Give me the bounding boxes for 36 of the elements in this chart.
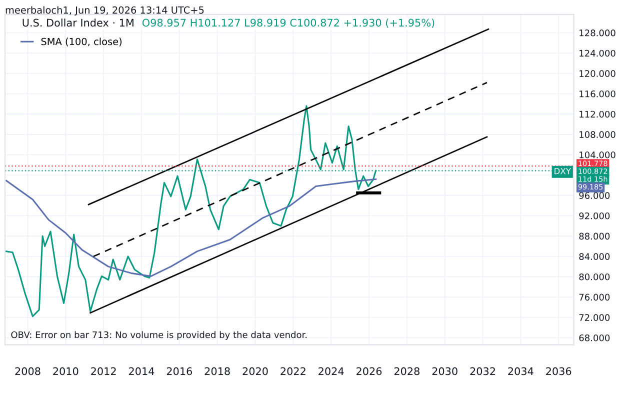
y-tick-label: 84.000	[579, 253, 610, 260]
y-tick-label: 124.000	[580, 50, 616, 57]
x-tick-label: 2020	[242, 367, 268, 376]
x-tick-label: 2032	[470, 367, 495, 376]
annotation: OBV: Error on bar 713: No volume is provided by the data vendor.	[11, 331, 307, 340]
annotation: meerbaloch1, Jun 19, 2026 13:14 UTC+5	[6, 6, 204, 16]
y-tick-label: 112.000	[580, 110, 616, 118]
x-tick-label: 2010	[53, 367, 78, 376]
x-tick-label: 2018	[204, 367, 230, 376]
x-tick-label: 2028	[394, 367, 420, 376]
y-tick-label: 108.000	[580, 131, 616, 138]
x-tick-label: 2030	[432, 367, 458, 376]
y-tick-label: 96.000	[579, 192, 610, 199]
legend-label: SMA (100, close)	[41, 38, 122, 46]
y-tick-label: 80.000	[579, 273, 610, 280]
x-tick-label: 2026	[356, 367, 382, 376]
x-tick-label: 2024	[318, 367, 344, 376]
x-tick-label: 2014	[129, 367, 154, 376]
x-tick-label: 2036	[546, 367, 572, 376]
y-tick-label: 128.000	[580, 29, 616, 36]
y-tick-label: 92.000	[579, 212, 610, 220]
y-tick-label: 104.000	[580, 151, 616, 158]
chart-subtitle: O98.957 H101.127 L98.919 C100.872 +1.930 (+1.95%)	[142, 18, 434, 28]
x-tick-label: 2034	[508, 367, 534, 376]
y-tick-label: 116.000	[580, 90, 616, 98]
y-tick-label: 68.000	[579, 334, 610, 342]
y-tick-label: 120.000	[580, 70, 616, 77]
y-tick-label: 76.000	[579, 294, 610, 301]
y-tick-label: 88.000	[579, 232, 610, 240]
x-tick-label: 2008	[15, 367, 40, 376]
y-tick-label: 72.000	[579, 314, 610, 321]
x-tick-label: 2022	[280, 367, 306, 376]
x-tick-label: 2016	[166, 367, 192, 376]
x-tick-label: 2012	[91, 367, 116, 376]
text: DXY	[554, 168, 571, 174]
chart-title: U.S. Dollar Index · 1M	[22, 18, 134, 27]
